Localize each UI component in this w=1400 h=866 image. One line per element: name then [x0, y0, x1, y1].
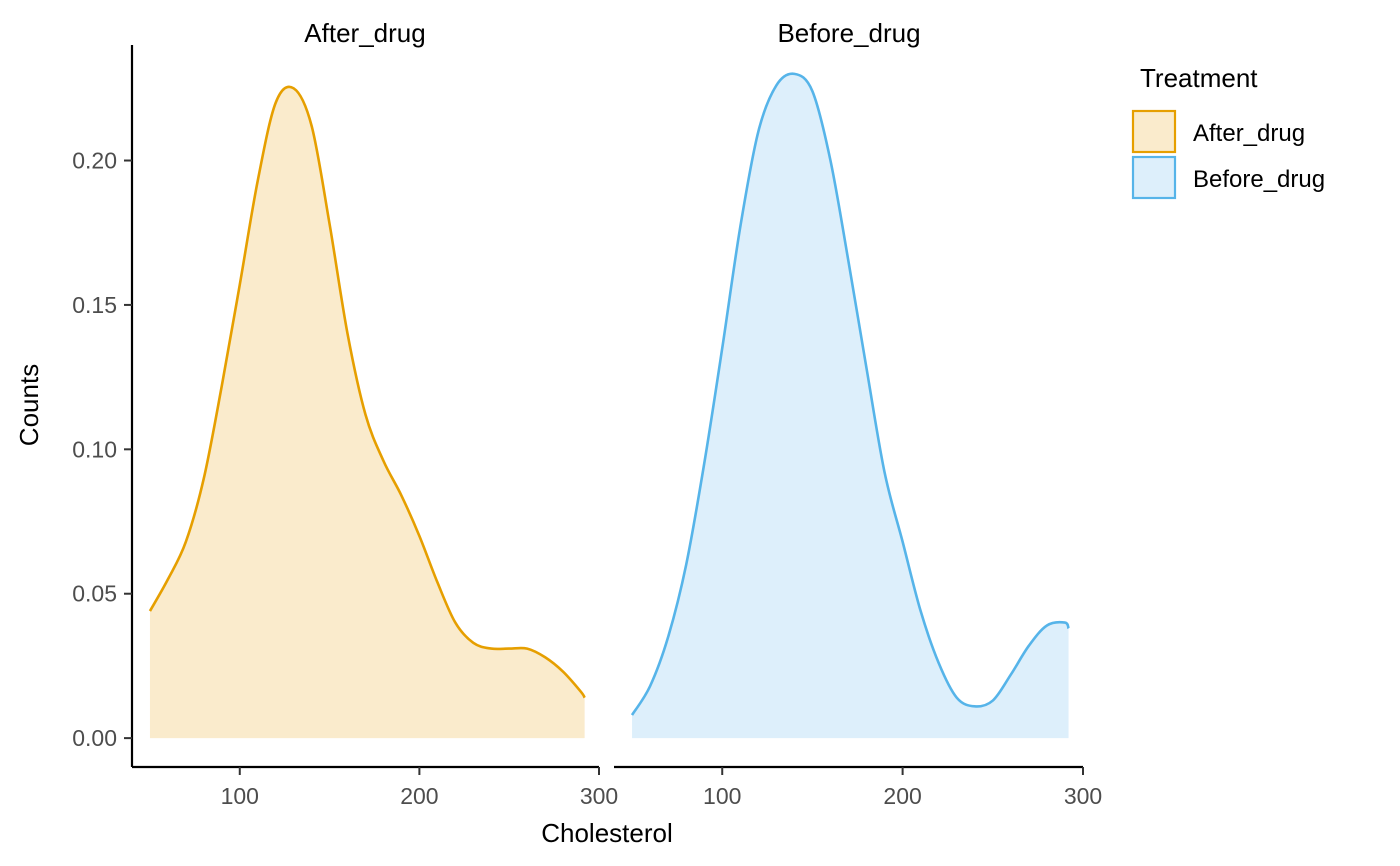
legend-label-before-drug: Before_drug — [1193, 166, 1325, 193]
facet-panel-after-drug — [148, 85, 586, 739]
y-axis-title: Counts — [14, 364, 44, 446]
x-axis-ticks: 100 200 300 100 200 300 — [221, 767, 1102, 809]
density-line-before-drug — [630, 72, 1070, 716]
legend-label-after-drug: After_drug — [1193, 120, 1305, 147]
facet-title-before-drug: Before_drug — [777, 18, 920, 48]
y-tick-label: 0.10 — [72, 436, 117, 462]
legend-key-before-drug — [1131, 155, 1177, 200]
y-tick-label: 0.20 — [72, 148, 117, 174]
facet-panel-before-drug — [630, 72, 1070, 739]
y-tick-label: 0.00 — [72, 725, 117, 751]
x-tick-label: 200 — [400, 783, 438, 809]
density-area-after-drug — [149, 86, 585, 739]
y-tick-label: 0.05 — [72, 581, 117, 607]
y-axis-ticks: 0.00 0.05 0.10 0.15 0.20 — [72, 148, 132, 751]
y-tick-label: 0.15 — [72, 292, 117, 318]
x-tick-label: 300 — [580, 783, 618, 809]
density-area-before-drug — [632, 73, 1069, 739]
x-tick-label: 300 — [1064, 783, 1102, 809]
x-tick-label: 100 — [221, 783, 259, 809]
x-tick-label: 100 — [703, 783, 741, 809]
legend-title: Treatment — [1140, 63, 1258, 93]
legend: Treatment After_drug Before_drug — [1131, 63, 1325, 200]
x-axis-title: Cholesterol — [541, 818, 673, 848]
facet-title-after-drug: After_drug — [304, 18, 425, 48]
x-tick-label: 200 — [883, 783, 921, 809]
density-line-after-drug — [148, 85, 586, 699]
legend-key-after-drug — [1131, 109, 1177, 154]
